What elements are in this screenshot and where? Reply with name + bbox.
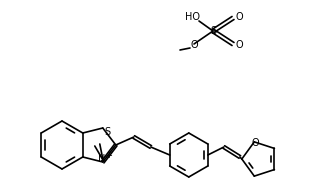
- Text: +: +: [105, 151, 112, 160]
- Text: O: O: [190, 40, 198, 50]
- Text: S: S: [210, 26, 216, 36]
- Text: O: O: [252, 138, 259, 148]
- Text: N: N: [98, 154, 106, 164]
- Text: O: O: [235, 12, 243, 22]
- Text: S: S: [105, 127, 111, 137]
- Text: O: O: [235, 40, 243, 50]
- Text: HO: HO: [185, 12, 200, 22]
